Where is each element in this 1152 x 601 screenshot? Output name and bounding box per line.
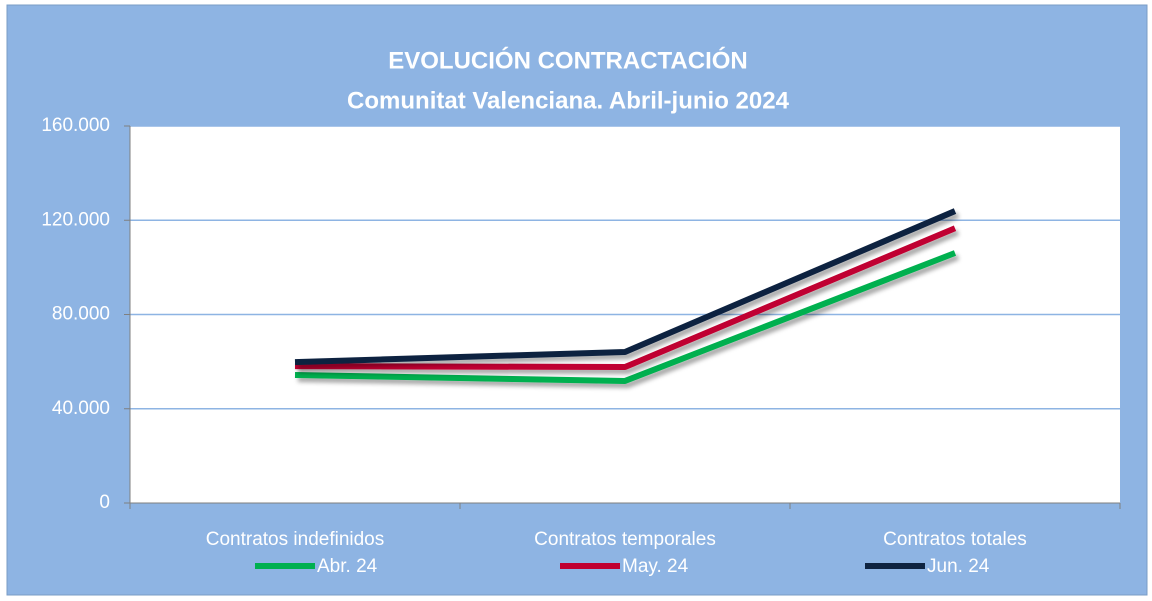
y-tick-label: 40.000 [52, 398, 110, 419]
series-line [294, 225, 957, 371]
x-tick-label: Contratos indefinidos [206, 529, 385, 550]
x-tick-label: Contratos temporales [534, 529, 716, 550]
y-tick-label: 80.000 [52, 304, 110, 325]
chart-title: EVOLUCIÓN CONTRACTACIÓN [388, 46, 748, 74]
series-line [294, 250, 957, 384]
legend-label: Jun. 24 [927, 556, 990, 577]
series-line [294, 208, 957, 366]
x-tick-label: Contratos totales [883, 529, 1027, 550]
y-tick-label: 120.000 [41, 209, 110, 230]
y-tick-label: 0 [99, 492, 110, 513]
legend-label: Abr. 24 [317, 556, 378, 577]
chart-subtitle: Comunitat Valenciana. Abril-junio 2024 [347, 87, 790, 114]
y-tick-label: 160.000 [41, 115, 110, 136]
legend-label: May. 24 [622, 556, 689, 577]
